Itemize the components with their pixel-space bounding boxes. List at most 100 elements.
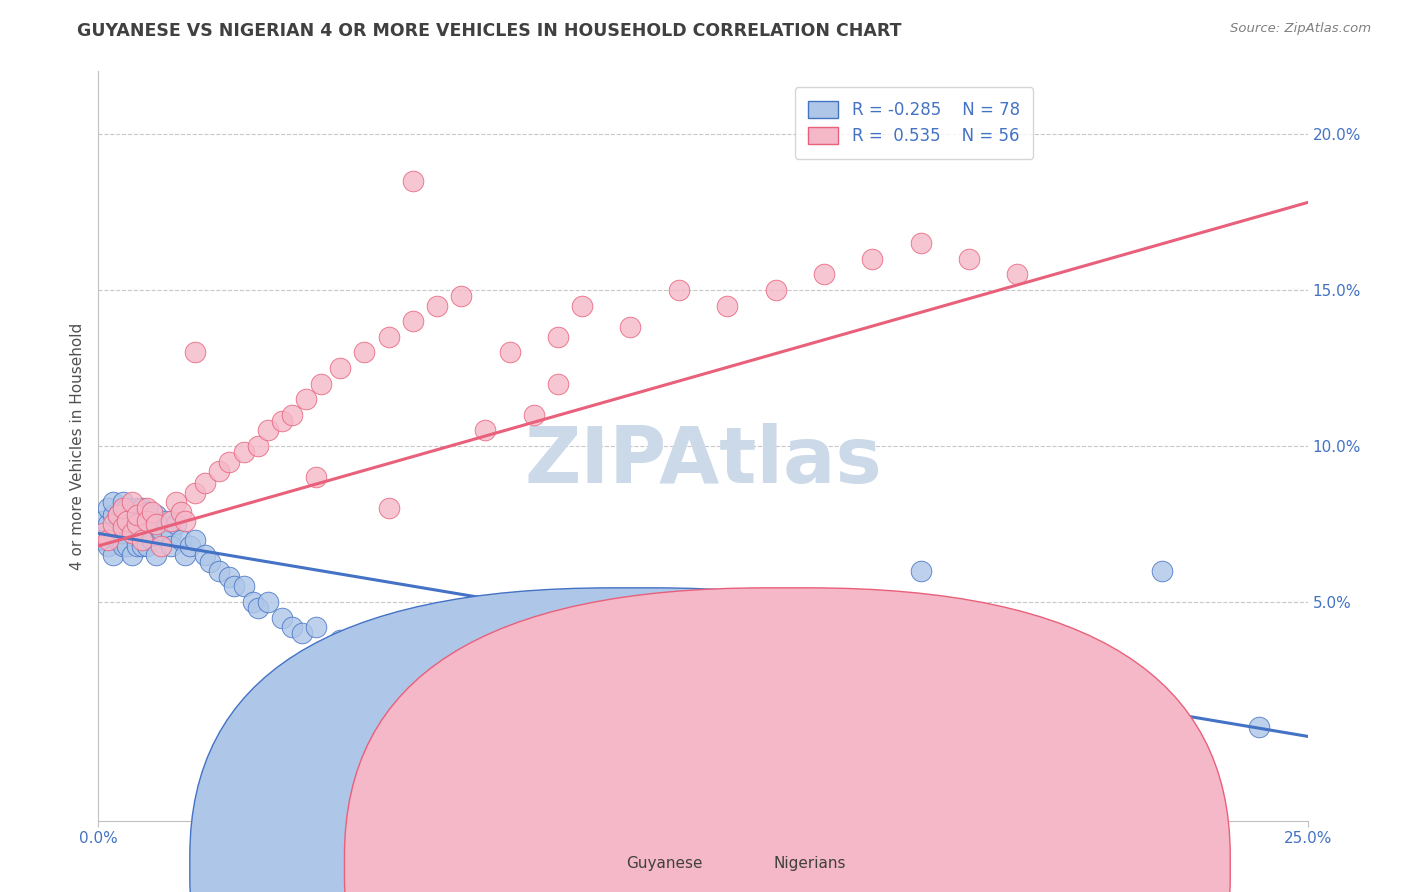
Point bbox=[765, 283, 787, 297]
Point bbox=[107, 520, 129, 534]
Point bbox=[135, 539, 157, 553]
Point bbox=[353, 642, 375, 657]
Point bbox=[547, 330, 569, 344]
Point bbox=[97, 501, 120, 516]
Point bbox=[305, 620, 328, 634]
Point bbox=[101, 495, 124, 509]
Point bbox=[121, 514, 143, 528]
Point bbox=[523, 408, 546, 422]
Y-axis label: 4 or more Vehicles in Household: 4 or more Vehicles in Household bbox=[69, 322, 84, 570]
Point bbox=[117, 539, 139, 553]
Point bbox=[668, 283, 690, 297]
Point bbox=[145, 548, 167, 563]
Point bbox=[1249, 720, 1271, 734]
Point bbox=[91, 514, 114, 528]
Point bbox=[353, 345, 375, 359]
Text: ZIPAtlas: ZIPAtlas bbox=[524, 423, 882, 499]
Point bbox=[271, 414, 294, 428]
Point bbox=[169, 533, 191, 547]
Point bbox=[101, 526, 124, 541]
Point bbox=[402, 314, 425, 328]
Point bbox=[194, 476, 217, 491]
Point bbox=[160, 539, 183, 553]
Point bbox=[107, 508, 129, 522]
Point bbox=[179, 539, 201, 553]
Point bbox=[271, 611, 294, 625]
Point bbox=[121, 526, 143, 541]
Point bbox=[121, 505, 143, 519]
Point bbox=[141, 533, 163, 547]
Point bbox=[131, 526, 153, 541]
Point bbox=[377, 501, 399, 516]
Point bbox=[295, 392, 318, 407]
Point bbox=[474, 657, 496, 672]
Point bbox=[426, 299, 449, 313]
Point bbox=[309, 376, 332, 391]
Point bbox=[121, 495, 143, 509]
Point bbox=[117, 501, 139, 516]
Point bbox=[523, 689, 546, 703]
Point bbox=[160, 514, 183, 528]
Point bbox=[860, 252, 883, 266]
Point bbox=[716, 299, 738, 313]
Point bbox=[145, 517, 167, 532]
Point bbox=[169, 505, 191, 519]
Point bbox=[127, 539, 149, 553]
Point bbox=[117, 514, 139, 528]
Point bbox=[281, 620, 304, 634]
Point bbox=[165, 517, 187, 532]
Legend: R = -0.285    N = 78, R =  0.535    N = 56: R = -0.285 N = 78, R = 0.535 N = 56 bbox=[796, 87, 1033, 159]
Point bbox=[111, 520, 134, 534]
Point bbox=[571, 299, 593, 313]
Point bbox=[571, 695, 593, 709]
Point bbox=[290, 626, 312, 640]
Point bbox=[131, 539, 153, 553]
Point bbox=[198, 554, 221, 569]
Point bbox=[135, 501, 157, 516]
Point bbox=[135, 517, 157, 532]
Point bbox=[1152, 564, 1174, 578]
Point bbox=[131, 501, 153, 516]
Text: Source: ZipAtlas.com: Source: ZipAtlas.com bbox=[1230, 22, 1371, 36]
Point bbox=[184, 345, 207, 359]
Point bbox=[127, 517, 149, 532]
Point bbox=[135, 505, 157, 519]
Point bbox=[101, 548, 124, 563]
Point bbox=[121, 548, 143, 563]
Point bbox=[111, 526, 134, 541]
Point bbox=[450, 289, 472, 303]
Point bbox=[208, 564, 231, 578]
Point bbox=[97, 539, 120, 553]
Point bbox=[402, 174, 425, 188]
Point bbox=[232, 445, 254, 459]
Point bbox=[141, 514, 163, 528]
Text: GUYANESE VS NIGERIAN 4 OR MORE VEHICLES IN HOUSEHOLD CORRELATION CHART: GUYANESE VS NIGERIAN 4 OR MORE VEHICLES … bbox=[77, 22, 901, 40]
Point bbox=[107, 508, 129, 522]
Point bbox=[281, 408, 304, 422]
Point bbox=[184, 485, 207, 500]
Point bbox=[174, 548, 197, 563]
Point bbox=[402, 664, 425, 678]
Point bbox=[957, 252, 980, 266]
Point bbox=[145, 508, 167, 522]
Point bbox=[91, 533, 114, 547]
Point bbox=[813, 268, 835, 282]
Point bbox=[160, 526, 183, 541]
Point bbox=[813, 642, 835, 657]
Text: Guyanese: Guyanese bbox=[627, 856, 703, 871]
Point bbox=[174, 514, 197, 528]
Point bbox=[91, 526, 114, 541]
Point bbox=[1054, 642, 1077, 657]
Point bbox=[474, 424, 496, 438]
Point bbox=[194, 548, 217, 563]
Point bbox=[218, 455, 240, 469]
Point bbox=[97, 533, 120, 547]
Point bbox=[111, 517, 134, 532]
Point bbox=[910, 564, 932, 578]
Point bbox=[117, 520, 139, 534]
Point bbox=[547, 705, 569, 719]
Point bbox=[232, 580, 254, 594]
Point bbox=[957, 689, 980, 703]
Point bbox=[111, 501, 134, 516]
Text: Nigerians: Nigerians bbox=[773, 856, 846, 871]
